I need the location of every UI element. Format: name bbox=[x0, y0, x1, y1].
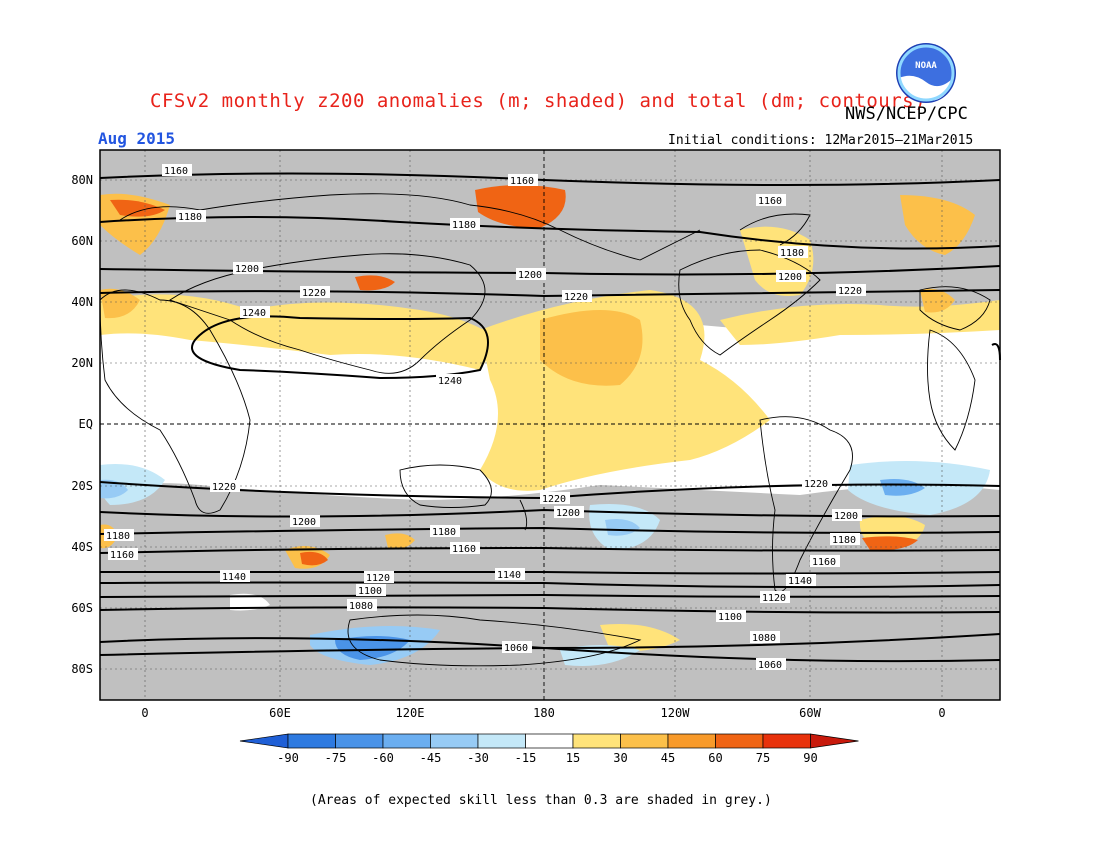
noaa-logo-icon: NOAA bbox=[896, 43, 956, 103]
lat-label: 40N bbox=[71, 295, 93, 309]
lat-label: EQ bbox=[79, 417, 93, 431]
contour-label: 1100 bbox=[718, 612, 742, 623]
contour-label: 1160 bbox=[812, 557, 836, 568]
colorbar-swatch bbox=[620, 733, 669, 749]
colorbar-swatch bbox=[382, 733, 431, 749]
contour-label: 1200 bbox=[778, 272, 802, 283]
contour-label: 1140 bbox=[497, 570, 521, 581]
colorbar-label: 15 bbox=[566, 751, 580, 765]
longitude-labels: 0 60E 120E 180 120W 60W 0 bbox=[141, 706, 945, 720]
agency-label: NWS/NCEP/CPC bbox=[845, 104, 968, 124]
lon-label: 0 bbox=[141, 706, 148, 720]
contour-label: 1240 bbox=[438, 376, 462, 387]
colorbar-swatch bbox=[572, 733, 621, 749]
contour-label: 1200 bbox=[292, 517, 316, 528]
lon-label: 60W bbox=[799, 706, 821, 720]
contour-label: 1220 bbox=[838, 286, 862, 297]
lon-label: 60E bbox=[269, 706, 291, 720]
colorbar-legend: -90 -75 -60 -45 -30 -15 15 30 45 60 75 90 bbox=[239, 733, 859, 765]
contour-label: 1080 bbox=[752, 633, 776, 644]
lon-label: 120E bbox=[396, 706, 425, 720]
contour-label: 1180 bbox=[452, 220, 476, 231]
colorbar-label: 45 bbox=[661, 751, 675, 765]
colorbar-label: -60 bbox=[372, 751, 394, 765]
svg-text:NOAA: NOAA bbox=[915, 61, 937, 71]
contour-label: 1140 bbox=[222, 572, 246, 583]
contour-label: 1180 bbox=[780, 248, 804, 259]
colorbar-label: -90 bbox=[277, 751, 299, 765]
contour-label: 1220 bbox=[302, 288, 326, 299]
contour-label: 1200 bbox=[235, 264, 259, 275]
colorbar-swatch bbox=[477, 733, 526, 749]
contour-label: 1160 bbox=[164, 166, 188, 177]
colorbar-label: 75 bbox=[756, 751, 770, 765]
lat-label: 60S bbox=[71, 601, 93, 615]
contour-label: 1220 bbox=[804, 479, 828, 490]
contour-label: 1060 bbox=[504, 643, 528, 654]
contour-label: 1160 bbox=[110, 550, 134, 561]
contour-labels: 1160 1160 1160 1180 1180 1180 1200 1200 … bbox=[104, 164, 866, 671]
colorbar-swatch bbox=[667, 733, 716, 749]
contour-label: 1100 bbox=[358, 586, 382, 597]
colorbar-label: -75 bbox=[325, 751, 347, 765]
contour-label: 1220 bbox=[212, 482, 236, 493]
colorbar-swatch bbox=[762, 733, 811, 749]
lat-label: 20N bbox=[71, 356, 93, 370]
contour-label: 1200 bbox=[556, 508, 580, 519]
lon-label: 0 bbox=[938, 706, 945, 720]
colorbar-swatch bbox=[287, 733, 336, 749]
lat-label: 40S bbox=[71, 540, 93, 554]
contour-label: 1180 bbox=[832, 535, 856, 546]
colorbar-label: -30 bbox=[467, 751, 489, 765]
lat-label: 60N bbox=[71, 234, 93, 248]
contour-label: 1160 bbox=[452, 544, 476, 555]
lon-label: 120W bbox=[661, 706, 691, 720]
map-title: CFSv2 monthly z200 anomalies (m; shaded)… bbox=[150, 90, 927, 112]
colorbar-swatch bbox=[525, 733, 574, 749]
colorbar-label: 60 bbox=[708, 751, 722, 765]
contour-label: 1180 bbox=[432, 527, 456, 538]
contour-label: 1220 bbox=[564, 292, 588, 303]
footnote: (Areas of expected skill less than 0.3 a… bbox=[310, 793, 772, 808]
colorbar-swatch bbox=[430, 733, 479, 749]
colorbar-right-arrow bbox=[810, 733, 859, 749]
contour-label: 1060 bbox=[758, 660, 782, 671]
contour-label: 1220 bbox=[542, 494, 566, 505]
colorbar-left-arrow bbox=[239, 733, 289, 749]
contour-label: 1200 bbox=[834, 511, 858, 522]
contour-label: 1120 bbox=[366, 573, 390, 584]
initial-conditions: Initial conditions: 12Mar2015–21Mar2015 bbox=[668, 133, 974, 148]
lat-label: 80N bbox=[71, 173, 93, 187]
contour-label: 1120 bbox=[762, 593, 786, 604]
contour-label: 1140 bbox=[788, 576, 812, 587]
contour-label: 1160 bbox=[758, 196, 782, 207]
lat-label: 20S bbox=[71, 479, 93, 493]
contour-label: 1180 bbox=[106, 531, 130, 542]
colorbar-label: 90 bbox=[803, 751, 817, 765]
lon-label: 180 bbox=[533, 706, 555, 720]
contour-label: 1240 bbox=[242, 308, 266, 319]
contour-label: 1200 bbox=[518, 270, 542, 281]
colorbar-swatch bbox=[715, 733, 764, 749]
colorbar-label: 30 bbox=[613, 751, 627, 765]
contour-label: 1080 bbox=[349, 601, 373, 612]
lat-label: 80S bbox=[71, 662, 93, 676]
colorbar-label: -45 bbox=[420, 751, 442, 765]
colorbar-swatch bbox=[335, 733, 384, 749]
map-panel: 1160 1160 1160 1180 1180 1180 1200 1200 … bbox=[99, 149, 1001, 701]
colorbar-label: -15 bbox=[515, 751, 537, 765]
latitude-labels: 80N 60N 40N 20N EQ 20S 40S 60S 80S bbox=[71, 173, 93, 676]
forecast-month: Aug 2015 bbox=[98, 129, 176, 148]
contour-label: 1160 bbox=[510, 176, 534, 187]
contour-label: 1180 bbox=[178, 212, 202, 223]
